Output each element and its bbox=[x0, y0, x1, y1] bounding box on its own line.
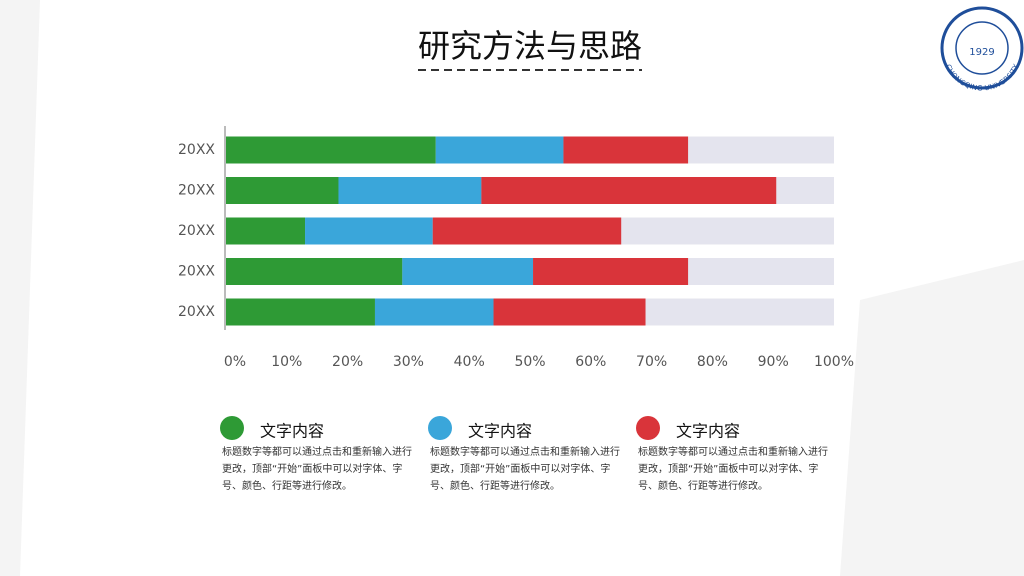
bar-segment bbox=[226, 258, 403, 285]
logo-ring bbox=[940, 6, 1024, 90]
logo-inner bbox=[955, 21, 1009, 75]
chart-title: 研究方法与思路 bbox=[418, 27, 642, 65]
bar-segment bbox=[402, 258, 534, 285]
bar-segment bbox=[493, 298, 646, 326]
x-tick-label: 50% bbox=[514, 354, 545, 370]
legend-swatch bbox=[636, 416, 660, 440]
legend-note: 标题数字等都可以通过点击和重新输入进行更改，顶部“开始”面板中可以对字体、字号、… bbox=[638, 447, 828, 492]
legend-swatch bbox=[220, 416, 244, 440]
x-tick-label: 70% bbox=[636, 354, 667, 370]
legend-label: 文字内容 bbox=[676, 422, 740, 441]
legend-note: 标题数字等都可以通过点击和重新输入进行更改，顶部“开始”面板中可以对字体、字号、… bbox=[430, 447, 620, 492]
x-tick-label: 30% bbox=[393, 354, 424, 370]
bar-segment bbox=[226, 136, 436, 164]
x-tick-label: 80% bbox=[697, 354, 728, 370]
bar-segment bbox=[481, 177, 777, 204]
logo-year: 1929 bbox=[969, 47, 994, 58]
bar-segment bbox=[432, 217, 622, 245]
x-tick-label: 20% bbox=[332, 354, 363, 370]
bar-segment bbox=[226, 177, 339, 204]
bar-segment bbox=[338, 177, 482, 204]
x-tick-label: 90% bbox=[758, 354, 789, 370]
bar-segment bbox=[374, 298, 494, 326]
legend-note: 标题数字等都可以通过点击和重新输入进行更改，顶部“开始”面板中可以对字体、字号、… bbox=[222, 447, 412, 492]
bar-segment bbox=[226, 217, 306, 245]
x-tick-label: 100% bbox=[814, 354, 854, 370]
bar-segment bbox=[305, 217, 433, 245]
legend-swatch bbox=[428, 416, 452, 440]
legend-label: 文字内容 bbox=[260, 422, 324, 441]
x-tick-label: 40% bbox=[454, 354, 485, 370]
logo: CHONGQING UNIVERSITY 1929 bbox=[940, 6, 1024, 93]
bar-segment bbox=[435, 136, 564, 164]
bar-segment bbox=[226, 298, 375, 326]
x-tick-label: 0% bbox=[224, 354, 246, 370]
y-tick-label: 20XX bbox=[178, 183, 215, 199]
y-tick-label: 20XX bbox=[178, 264, 215, 280]
legend-label: 文字内容 bbox=[468, 422, 532, 441]
y-tick-label: 20XX bbox=[178, 142, 215, 158]
x-tick-label: 10% bbox=[271, 354, 302, 370]
y-tick-label: 20XX bbox=[178, 223, 215, 239]
bar-segment bbox=[533, 258, 689, 285]
bar-segment bbox=[563, 136, 689, 164]
x-tick-label: 60% bbox=[575, 354, 606, 370]
y-tick-label: 20XX bbox=[178, 304, 215, 320]
